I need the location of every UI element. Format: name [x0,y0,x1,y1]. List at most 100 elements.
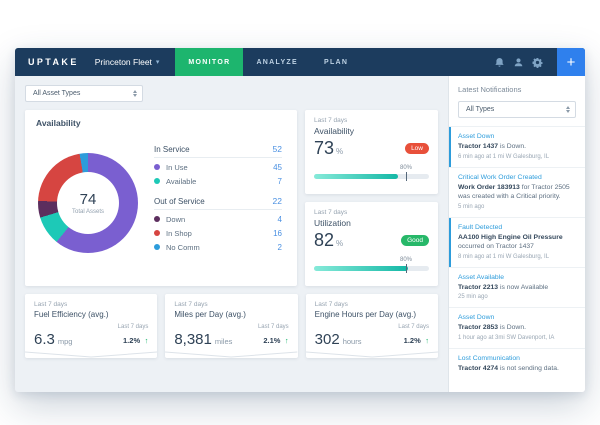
out-of-service-section: Out of Service 22 Down 4 [154,196,282,254]
notification-time: 6 min ago at 1 mi W Galesburg, IL [458,153,550,160]
target-marker [406,264,407,273]
notifications-sidebar: Latest Notifications All Types Asset Dow… [448,76,585,392]
trend-period: Last 7 days [257,324,289,330]
gauge-title: Utilization [314,218,351,228]
in-service-label: In Service [154,144,190,154]
dashboard-main: All Asset Types Availability 74 Total As… [15,76,448,392]
period-label: Last 7 days [174,301,208,308]
kpi-unit: hours [342,337,362,346]
notifications-title: Latest Notifications [458,85,522,94]
notification-item[interactable]: Fault Detected AA100 High Engine Oil Pre… [449,216,585,267]
legend-row-in-shop: In Shop 16 [154,226,282,240]
availability-donut-chart: 74 Total Assets [38,153,138,253]
user-icon[interactable] [509,48,528,76]
tab-label: MONITOR [188,58,231,66]
kpi-title: Miles per Day (avg.) [174,310,246,319]
trend-up-icon: ↑ [144,336,149,345]
progress-fill [314,266,409,271]
gauge-unit: % [336,238,344,248]
no-comm-dot [154,244,160,250]
gauge-title: Availability [314,126,355,136]
notification-time: 1 hour ago at 3mi SW Davenport, IA [458,334,555,341]
legend-value: 2 [277,242,282,252]
asset-type-select[interactable]: All Asset Types [25,85,143,102]
fleet-selector-label: Princeton Fleet [94,57,152,67]
trend-period: Last 7 days [117,324,149,330]
out-of-service-value: 22 [272,196,282,206]
legend-label: In Use [166,162,188,172]
legend-row-no-comm: No Comm 2 [154,240,282,254]
card-chevron-decoration [25,351,158,358]
trend-value: 2.1% [263,336,281,345]
kpi-trend: Last 7 days 1.2% ↑ [118,324,149,348]
notification-body: Tractor 1437 is Down. [458,143,527,150]
legend-value: 45 [273,162,282,172]
notification-body: Tractor 2213 is now Available [458,283,549,291]
period-label: Last 7 days [314,301,348,308]
card-chevron-decoration [305,351,438,358]
target-marker [406,172,407,181]
card-chevron-decoration [165,351,298,358]
tab-label: ANALYZE [256,58,298,66]
utilization-gauge-card: Last 7 days Utilization 82 % Good 80% [305,202,438,286]
gear-icon[interactable] [528,48,547,76]
availability-gauge-card: Last 7 days Availability 73 % Low 80% [305,110,438,194]
kpi-trend: Last 7 days 2.1% ↑ [258,324,289,348]
kpi-value: 6.3 [34,331,55,348]
period-label: Last 7 days [314,209,348,216]
period-label: Last 7 days [314,117,348,124]
uptake-logo: UPTAKE [28,57,79,67]
bell-icon[interactable] [490,48,509,76]
in-service-value: 52 [272,144,282,154]
kpi-title: Fuel Efficiency (avg.) [34,310,109,319]
availability-card: Availability 74 Total Assets [25,110,297,286]
engine-hours-card: Last 7 days Engine Hours per Day (avg.) … [305,294,438,358]
marker-label: 80% [399,165,413,171]
gauge-value: 73 [314,138,335,158]
dropdown-caret-icon [133,90,137,97]
availability-card-title: Availability [36,118,81,128]
trend-period: Last 7 days [398,324,429,330]
tab-monitor[interactable]: MONITOR [175,48,244,76]
marker-label: 80% [399,257,413,263]
notification-item[interactable]: Asset Down Tractor 1437 is Down. 6 min a… [449,126,585,167]
trend-up-icon: ↑ [425,336,429,345]
fleet-selector[interactable]: Princeton Fleet ▾ [95,57,160,67]
notification-body: Work Order 183913 for Tractor 2505 was c… [458,183,570,201]
gauge-value: 82 [314,230,335,250]
tab-label: PLAN [323,58,349,66]
notification-item[interactable]: Asset Available Tractor 2213 is now Avai… [449,266,585,308]
notification-item[interactable]: Lost Communication Tractor 4274 is not s… [449,347,585,383]
tab-plan[interactable]: PLAN [311,48,361,76]
out-of-service-label: Out of Service [154,196,205,206]
legend-value: 4 [277,214,282,224]
add-button[interactable]: + [557,48,585,76]
notification-type-select-value: All Types [466,106,495,113]
miles-per-day-card: Last 7 days Miles per Day (avg.) 8,381 m… [165,294,298,358]
availability-legend: In Service 52 In Use 45 [154,144,286,262]
notification-type-select[interactable]: All Types [458,101,576,118]
notification-category: Asset Down [458,133,495,140]
asset-type-select-value: All Asset Types [33,90,81,97]
kpi-unit: mpg [57,337,73,346]
progress-track [314,266,429,271]
legend-label: Down [166,214,186,224]
notification-body: Tractor 2853 is Down. [458,324,527,332]
tab-analyze[interactable]: ANALYZE [243,48,311,76]
status-badge: Low [405,143,429,154]
dropdown-caret-icon [566,106,570,113]
down-dot [154,216,160,222]
progress-track [314,174,429,179]
period-label: Last 7 days [34,301,68,308]
nav-tabs: MONITOR ANALYZE PLAN [175,48,361,76]
notification-category: Critical Work Order Created [458,173,542,181]
notification-item[interactable]: Asset Down Tractor 2853 is Down. 1 hour … [449,307,585,348]
notification-item[interactable]: Critical Work Order Created Work Order 1… [449,166,585,217]
kpi-value: 8,381 [174,331,212,348]
notification-category: Asset Down [458,314,495,322]
chevron-down-icon: ▾ [155,59,160,66]
legend-label: In Shop [166,228,192,238]
availability-progress: 80% [314,165,429,182]
utilization-progress: 80% [314,257,429,274]
progress-fill [314,174,398,179]
